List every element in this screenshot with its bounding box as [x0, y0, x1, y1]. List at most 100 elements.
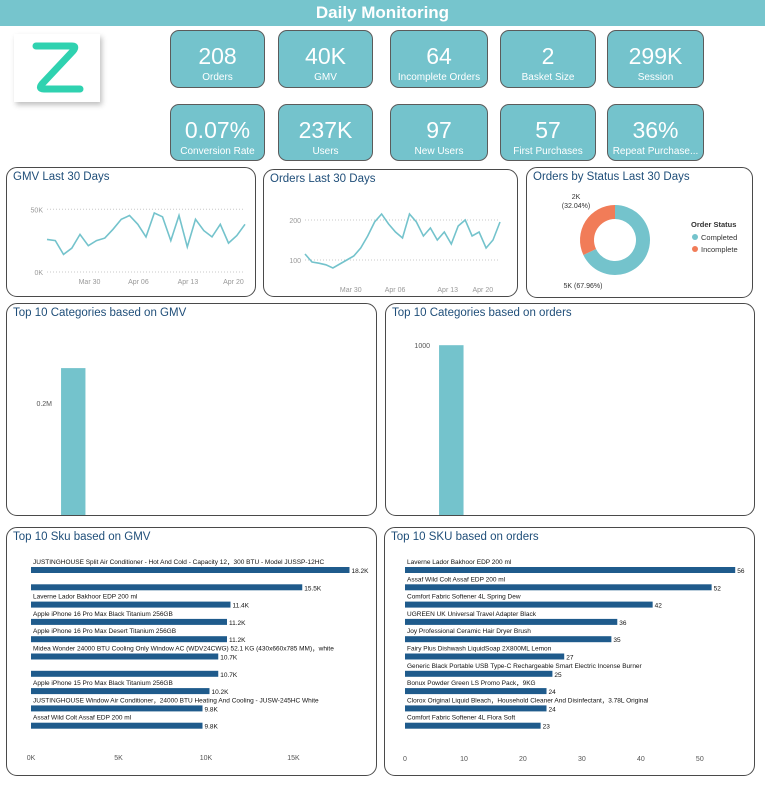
- kpi-label: First Purchases: [513, 146, 583, 157]
- legend-marker: [692, 246, 698, 252]
- data-label: 56: [737, 568, 745, 575]
- x-tick-label: Apr 20: [473, 287, 494, 294]
- bar: [31, 601, 231, 608]
- sku-label: Laverne Lador Bakhoor EDP 200 ml: [33, 594, 138, 601]
- data-label: 42: [655, 603, 663, 610]
- top-categories-gmv-chart: 0.2M0.1M0.0MPerfumesSmall Domestic Appli…: [36, 368, 86, 515]
- kpi-label: Repeat Purchase...: [612, 146, 699, 157]
- kpi-card: 2 Basket Size: [500, 30, 596, 88]
- panel-orders-by-status: Orders by Status Last 30 Days 5K (67.96%…: [526, 167, 753, 298]
- bar: [405, 670, 553, 677]
- bar: [405, 567, 736, 573]
- data-label: 10.2K: [212, 689, 230, 696]
- kpi-label: Basket Size: [521, 72, 575, 83]
- top-sku-gmv-chart: JUSTINGHOUSE Split Air Conditioner - Hot…: [27, 559, 369, 762]
- legend-item: Completed: [701, 233, 737, 242]
- bar: [31, 670, 219, 677]
- kpi-label: Incomplete Orders: [397, 72, 481, 83]
- x-tick-label: 30: [578, 756, 586, 763]
- top-categories-orders-title: Top 10 Categories based on orders: [392, 307, 572, 319]
- bar: [405, 618, 618, 625]
- kpi-value: 97: [426, 117, 452, 143]
- panel-top-categories-orders: Top 10 Categories based on orders 100050…: [385, 303, 755, 516]
- sku-label: Comfort Fabric Softener 4L Flora Soft: [407, 715, 515, 722]
- bar: [31, 653, 219, 660]
- data-label: 10.7K: [220, 655, 238, 662]
- top-categories-orders-chart: 10005000PerfumesSmall Domestic Appli...T…: [414, 343, 464, 515]
- kpi-card: 40K GMV: [278, 30, 373, 88]
- panel-top-sku-orders: Top 10 SKU based on orders Laverne Lador…: [384, 527, 755, 776]
- panel-top-categories-gmv: Top 10 Categories based on GMV 0.2M0.1M0…: [6, 303, 377, 516]
- logo: [14, 34, 100, 102]
- bar: [405, 653, 565, 660]
- data-label: 10.7K: [220, 672, 238, 679]
- bar: [31, 567, 350, 573]
- gmv-30-days-title: GMV Last 30 Days: [13, 171, 110, 183]
- series-line: [46, 211, 246, 256]
- kpi-value: 0.07%: [184, 117, 251, 143]
- bar: [405, 688, 547, 695]
- bar: [405, 722, 541, 729]
- legend-marker: [692, 234, 698, 240]
- kpi-value: 57: [535, 117, 561, 143]
- y-tick-label: 0K: [34, 270, 43, 277]
- y-tick-label: 1000: [414, 343, 430, 350]
- x-tick-label: 40: [637, 756, 645, 763]
- data-label: 15.5K: [304, 585, 322, 592]
- data-label: 24: [549, 706, 557, 713]
- x-tick-label: Apr 06: [385, 287, 406, 294]
- legend-item: Incomplete: [701, 245, 738, 254]
- orders-by-status-title: Orders by Status Last 30 Days: [533, 171, 690, 183]
- x-tick-label: 0K: [27, 755, 36, 762]
- kpi-card: 64 Incomplete Orders: [390, 30, 488, 88]
- bar: [405, 636, 612, 643]
- kpi-card: 0.07% Conversion Rate: [170, 104, 265, 161]
- x-tick-label: 5K: [114, 755, 123, 762]
- orders-by-status-chart: 5K (67.96%) 2K (32.04%) Order Status Complet…: [562, 194, 738, 290]
- kpi-value: 36%: [632, 117, 679, 143]
- data-label: 52: [714, 585, 722, 592]
- data-label: 11.2K: [229, 637, 246, 644]
- bar: [31, 705, 203, 712]
- data-label: 24: [549, 689, 557, 696]
- top-sku-gmv-title: Top 10 Sku based on GMV: [13, 531, 151, 543]
- top-sku-orders-title: Top 10 SKU based on orders: [391, 531, 539, 543]
- slice-label-incomplete-pct: (32.04%): [562, 203, 590, 210]
- panel-gmv-30-days: GMV Last 30 Days 50K 0K Mar 30 Apr 06 Apr 13…: [6, 167, 256, 297]
- x-tick-label: Mar 30: [79, 279, 101, 286]
- kpi-card: 97 New Users: [390, 104, 488, 161]
- slice-label-completed: 5K (67.96%): [564, 283, 603, 290]
- kpi-card: 299K Session: [607, 30, 704, 88]
- sku-label: Bonux Powder Green LS Promo Pack，9KG: [407, 680, 536, 687]
- sku-label: Apple iPhone 15 Pro Max Black Titanium 2…: [33, 680, 173, 687]
- gmv-30-days-chart: 50K 0K Mar 30 Apr 06 Apr 13 Apr 20: [31, 207, 246, 286]
- kpi-label: Conversion Rate: [180, 146, 255, 157]
- kpi-value: 208: [198, 43, 237, 69]
- sku-label: Midea Wonder 24000 BTU Cooling Only Wind…: [33, 646, 334, 653]
- x-tick-label: Apr 06: [128, 279, 149, 286]
- data-label: 9.8K: [205, 724, 219, 731]
- bar: [31, 584, 303, 591]
- kpi-value: 299K: [628, 43, 683, 69]
- kpi-label: Orders: [202, 72, 233, 83]
- logo-icon: [32, 42, 84, 93]
- kpi-value: 2: [541, 43, 555, 69]
- bar: [31, 636, 227, 643]
- bar: [405, 601, 653, 608]
- legend-title: Order Status: [691, 220, 736, 229]
- sku-label: Comfort Fabric Softener 4L Spring Dew: [407, 594, 521, 601]
- series-line: [304, 212, 501, 269]
- bar: [405, 584, 712, 591]
- kpi-card: 208 Orders: [170, 30, 265, 88]
- bar: [439, 345, 464, 515]
- sku-label: Assaf Wild Colt Assaf EDP 200 ml: [33, 715, 132, 722]
- x-tick-label: 50: [696, 756, 704, 763]
- y-tick-label: 0.2M: [36, 401, 52, 408]
- bar: [405, 705, 547, 712]
- x-tick-label: 10: [460, 756, 468, 763]
- x-tick-label: 0: [403, 756, 407, 763]
- kpi-value: 40K: [305, 43, 346, 69]
- y-tick-label: 50K: [31, 207, 44, 214]
- x-tick-label: 15K: [287, 755, 300, 762]
- x-tick-label: Apr 13: [437, 287, 458, 294]
